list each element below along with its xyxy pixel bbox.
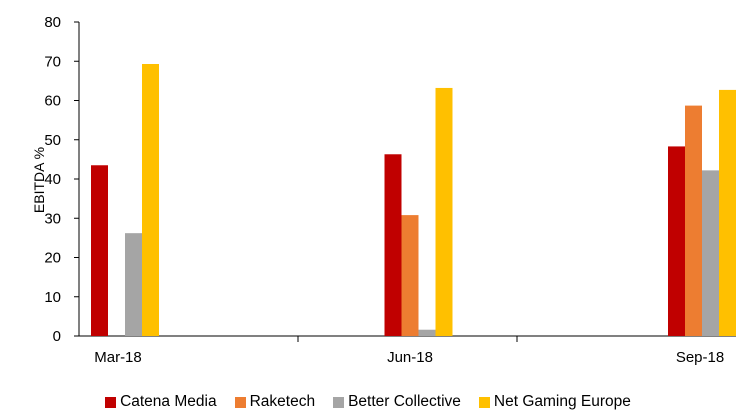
bar-better-collective-sep-18 <box>702 170 719 336</box>
x-tick-label: Mar-18 <box>94 349 142 366</box>
legend-item: Raketech <box>234 393 316 411</box>
tick-labels: 0 10 20 30 40 50 60 70 80 Mar-18 Jun-18 Sep-18 <box>44 14 724 366</box>
x-tick-label: Jun-18 <box>387 349 433 366</box>
legend-item: Net Gaming Europe <box>478 393 631 411</box>
legend-swatch <box>234 396 246 408</box>
legend-item: Catena Media <box>105 393 217 411</box>
y-tick-label: 10 <box>44 289 61 306</box>
bar-catena-media-jun-18 <box>384 154 402 336</box>
legend-label: Better Collective <box>348 393 461 410</box>
y-tick-label: 70 <box>44 53 61 70</box>
legend-swatch <box>478 396 490 408</box>
bar-net-gaming-europe-jun-18 <box>435 87 453 336</box>
bar-raketech-jun-18 <box>401 215 419 336</box>
legend-swatch <box>105 396 117 408</box>
bar-catena-media-sep-18 <box>668 146 685 336</box>
y-tick-label: 80 <box>44 14 61 31</box>
bar-net-gaming-europe-sep-18 <box>719 89 736 336</box>
legend-label: Catena Media <box>120 393 217 410</box>
bars <box>91 63 736 337</box>
bar-net-gaming-europe-mar-18 <box>142 63 159 337</box>
legend: Catena Media Raketech Better Collective Net… <box>0 392 736 412</box>
bar-better-collective-mar-18 <box>125 233 142 336</box>
y-tick-label: 20 <box>44 250 61 267</box>
legend-swatch <box>333 396 345 408</box>
bar-raketech-sep-18 <box>685 105 702 336</box>
y-tick-label: 60 <box>44 93 61 110</box>
bar-catena-media-mar-18 <box>91 165 108 336</box>
legend-label: Raketech <box>249 393 316 410</box>
bar-better-collective-jun-18 <box>418 329 436 336</box>
legend-item: Better Collective <box>333 393 461 411</box>
y-axis-label: EBITDA % <box>31 147 47 213</box>
x-tick-label: Sep-18 <box>676 349 724 366</box>
y-tick-label: 40 <box>44 171 61 188</box>
y-tick-label: 50 <box>44 132 61 149</box>
y-tick-label: 30 <box>44 210 61 227</box>
chart: 0 10 20 30 40 50 60 70 80 Mar-18 Jun-18 Sep-18 EBIT… <box>31 14 736 366</box>
legend-label: Net Gaming Europe <box>493 393 631 410</box>
y-tick-label: 0 <box>53 328 61 345</box>
